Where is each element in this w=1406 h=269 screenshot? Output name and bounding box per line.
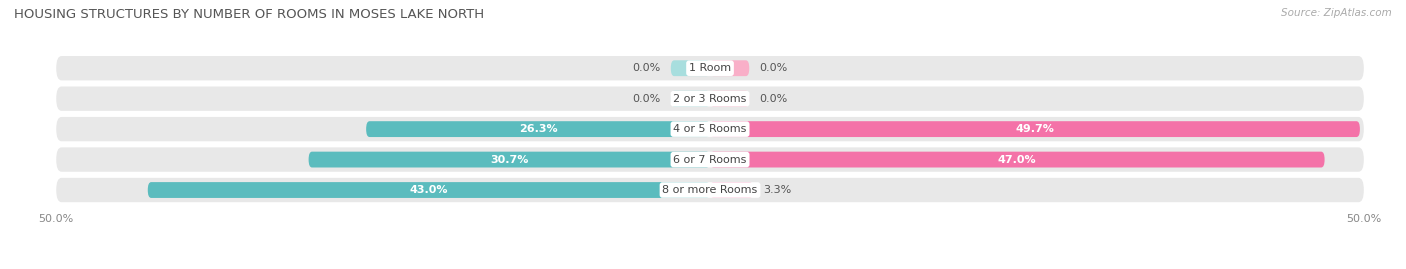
FancyBboxPatch shape	[56, 178, 1364, 202]
FancyBboxPatch shape	[671, 60, 710, 76]
Text: 3.3%: 3.3%	[763, 185, 792, 195]
FancyBboxPatch shape	[710, 91, 749, 107]
FancyBboxPatch shape	[366, 121, 710, 137]
FancyBboxPatch shape	[56, 117, 1364, 141]
Text: 0.0%: 0.0%	[759, 63, 787, 73]
Text: 47.0%: 47.0%	[998, 155, 1036, 165]
Text: Source: ZipAtlas.com: Source: ZipAtlas.com	[1281, 8, 1392, 18]
FancyBboxPatch shape	[56, 56, 1364, 80]
FancyBboxPatch shape	[671, 91, 710, 107]
Text: 0.0%: 0.0%	[633, 94, 661, 104]
Text: 0.0%: 0.0%	[633, 63, 661, 73]
Text: 0.0%: 0.0%	[759, 94, 787, 104]
FancyBboxPatch shape	[710, 60, 749, 76]
Text: HOUSING STRUCTURES BY NUMBER OF ROOMS IN MOSES LAKE NORTH: HOUSING STRUCTURES BY NUMBER OF ROOMS IN…	[14, 8, 484, 21]
Text: 8 or more Rooms: 8 or more Rooms	[662, 185, 758, 195]
Text: 1 Room: 1 Room	[689, 63, 731, 73]
Text: 49.7%: 49.7%	[1015, 124, 1054, 134]
FancyBboxPatch shape	[56, 147, 1364, 172]
FancyBboxPatch shape	[148, 182, 710, 198]
Text: 4 or 5 Rooms: 4 or 5 Rooms	[673, 124, 747, 134]
Text: 43.0%: 43.0%	[409, 185, 449, 195]
FancyBboxPatch shape	[710, 182, 754, 198]
FancyBboxPatch shape	[56, 87, 1364, 111]
FancyBboxPatch shape	[308, 152, 710, 168]
FancyBboxPatch shape	[710, 121, 1360, 137]
Text: 2 or 3 Rooms: 2 or 3 Rooms	[673, 94, 747, 104]
FancyBboxPatch shape	[710, 152, 1324, 168]
Text: 26.3%: 26.3%	[519, 124, 557, 134]
Text: 30.7%: 30.7%	[491, 155, 529, 165]
Text: 6 or 7 Rooms: 6 or 7 Rooms	[673, 155, 747, 165]
